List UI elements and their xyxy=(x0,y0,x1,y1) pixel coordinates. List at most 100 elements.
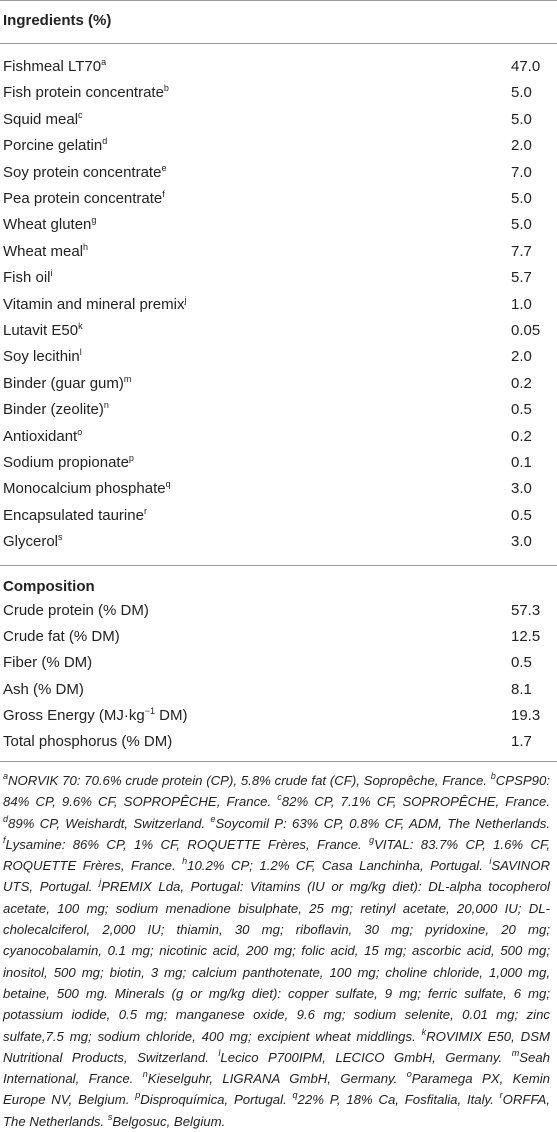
label-text: Binder (zeolite) xyxy=(3,401,104,419)
row-value: 7.7 xyxy=(511,242,532,260)
superscript: m xyxy=(123,373,132,384)
row-label: Soy lecithinl xyxy=(3,348,82,366)
label-text: Glycerol xyxy=(3,533,59,551)
row-value: 3.0 xyxy=(511,533,532,551)
row-value: 0.5 xyxy=(511,654,532,672)
footnote: eSoycomil P: 63% CP, 0.8% CF, ADM, The N… xyxy=(210,814,550,831)
superscript: f xyxy=(162,189,165,199)
row-label: Pea protein concentratef xyxy=(3,190,165,208)
row-value: 0.05 xyxy=(511,322,541,339)
footnote: c82% CP, 7.1% CF, SOPROPÊCHE, France. xyxy=(277,792,550,810)
label-text: Squid meal xyxy=(3,110,79,128)
row-label: Wheat mealh xyxy=(3,241,89,261)
footnote-mark: f xyxy=(3,834,6,845)
label-text: Soy lecithin xyxy=(3,348,80,366)
footnote-text: 89% CP, Weishardt, Switzerland. xyxy=(8,815,206,831)
label-text: DM) xyxy=(154,706,188,724)
label-text: Ash (% DM) xyxy=(3,680,84,698)
footnote: sBelgosuc, Belgium. xyxy=(108,1112,225,1129)
row-label: Fish protein concentrateb xyxy=(3,84,169,102)
row-label: Soy protein concentratee xyxy=(3,163,166,182)
superscript: i xyxy=(50,268,53,279)
footnote-text: Kieselguhr, LIGRANA GmbH, Germany. xyxy=(147,1071,398,1087)
row-label: Sodium propionatep xyxy=(3,454,134,472)
footnote: q22% P, 18% Ca, Fosfitalia, Italy. xyxy=(293,1091,494,1108)
footnote-text: SAVINOR UTS, Portugal. xyxy=(3,858,550,895)
footnote: pDisproquímica, Portugal. xyxy=(135,1091,287,1108)
label-text: Sodium propionate xyxy=(3,454,129,471)
row-value: 0.5 xyxy=(511,401,532,419)
rule xyxy=(0,0,557,1)
label-text: Antioxidant xyxy=(3,427,78,445)
label-text: Soy protein concentrate xyxy=(3,163,162,181)
row-label: Crude fat (% DM) xyxy=(3,628,120,646)
label-text: Encapsulated taurine xyxy=(3,506,144,524)
row-value: 47.0 xyxy=(511,58,541,75)
footnote-text: 82% CP, 7.1% CF, SOPROPÊCHE, France. xyxy=(281,794,550,810)
row-value: 2.0 xyxy=(511,348,532,366)
footnote: iSAVINOR UTS, Portugal. xyxy=(3,856,550,895)
label-text: Fish protein concentrate xyxy=(3,84,164,102)
rule xyxy=(0,565,557,566)
row-value: 2.0 xyxy=(511,137,532,155)
label-text: Porcine gelatin xyxy=(3,137,103,155)
label-text: Gross Energy (MJ·kg xyxy=(3,706,145,724)
footnote-text: Paramega PX, Kemin Europe NV, Belgium. xyxy=(3,1071,551,1108)
superscript: q xyxy=(165,479,171,490)
row-label: Gross Energy (MJ·kg−1 DM) xyxy=(3,705,188,725)
footnote: gVITAL: 83.7% CP, 1.6% CF, ROQUETTE Frèr… xyxy=(3,835,550,873)
footnote-text: Lecico P700IPM, LECICO GmbH, Germany. xyxy=(220,1049,503,1065)
superscript: d xyxy=(102,136,108,147)
row-label: Ash (% DM) xyxy=(3,681,84,699)
footnote: d89% CP, Weishardt, Switzerland. xyxy=(3,814,206,831)
footnote: jPREMIX Lda, Portugal: Vitamins (IU or m… xyxy=(3,878,550,1044)
row-label: Lutavit E50k xyxy=(3,322,83,340)
footnote-mark: n xyxy=(142,1069,148,1080)
footnote-mark: h xyxy=(182,856,188,867)
footnote-text: 22% P, 18% Ca, Fosfitalia, Italy. xyxy=(297,1092,494,1108)
footnote-mark: b xyxy=(490,771,496,781)
superscript: s xyxy=(58,532,63,543)
label-text: Total phosphorus (% DM) xyxy=(3,733,173,750)
row-value: 1.7 xyxy=(511,733,532,750)
footnote: nKieselguhr, LIGRANA GmbH, Germany. xyxy=(142,1069,398,1087)
row-label: Glycerols xyxy=(3,533,63,551)
row-value: 0.1 xyxy=(511,454,532,471)
footnote-text: Lysamine: 86% CP, 1% CF, ROQUETTE Frères… xyxy=(5,836,362,852)
superscript: k xyxy=(78,321,83,331)
footnote-mark: i xyxy=(489,856,492,867)
row-value: 57.3 xyxy=(511,602,541,619)
row-value: 0.2 xyxy=(511,374,532,392)
label-text: Lutavit E50 xyxy=(3,322,79,339)
superscript: l xyxy=(79,347,82,358)
superscript: j xyxy=(184,294,187,305)
row-value: 19.3 xyxy=(511,706,541,724)
row-value: 5.0 xyxy=(511,84,532,102)
row-label: Total phosphorus (% DM) xyxy=(3,733,172,751)
row-value: 0.5 xyxy=(511,506,532,524)
superscript: o xyxy=(77,426,83,437)
footnote-mark: k xyxy=(421,1026,427,1037)
superscript: p xyxy=(128,453,134,463)
footnote-text: Soycomil P: 63% CP, 0.8% CF, ADM, The Ne… xyxy=(215,815,550,831)
label-text: Binder (guar gum) xyxy=(3,374,124,392)
label-text: Monocalcium phosphate xyxy=(3,480,166,498)
superscript: g xyxy=(91,215,97,226)
label-text: Fish oil xyxy=(3,269,51,287)
footnote: fLysamine: 86% CP, 1% CF, ROQUETTE Frère… xyxy=(3,834,362,852)
footnote-mark: c xyxy=(277,792,282,803)
row-label: Wheat gluteng xyxy=(3,216,96,234)
footnote: mSeah International, France. xyxy=(3,1048,550,1086)
row-label: Porcine gelatind xyxy=(3,137,107,155)
row-label: Vitamin and mineral premixj xyxy=(3,294,187,314)
row-label: Squid mealc xyxy=(3,110,83,129)
superscript: a xyxy=(101,57,107,67)
row-label: Fish oili xyxy=(3,269,53,287)
superscript: h xyxy=(83,241,89,252)
row-label: Binder (guar gum)m xyxy=(3,373,132,393)
footnote-text: 10.2% CP; 1.2% CF, Casa Lanchinha, Portu… xyxy=(187,858,483,874)
footnote-text: PREMIX Lda, Portugal: Vitamins (IU or mg… xyxy=(3,879,550,1044)
superscript: −1 xyxy=(144,705,155,716)
row-label: Encapsulated tauriner xyxy=(3,506,147,525)
